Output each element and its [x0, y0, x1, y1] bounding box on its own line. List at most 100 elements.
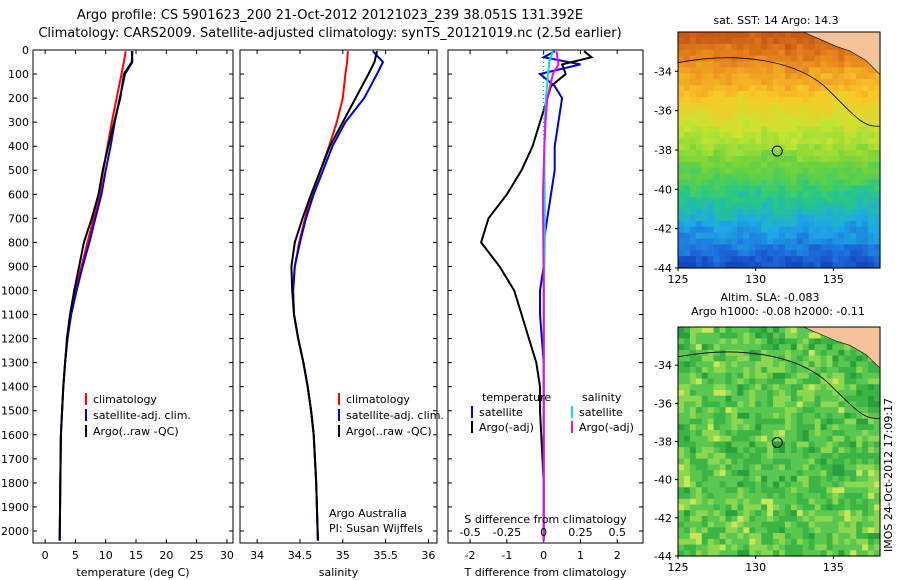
map-cell — [773, 43, 780, 51]
map-cell — [784, 79, 792, 86]
map-cell — [731, 91, 739, 98]
map-cell — [773, 96, 780, 104]
map-cell — [779, 126, 786, 133]
map-cell — [808, 132, 816, 139]
map-cell — [678, 338, 685, 345]
map-cell — [755, 67, 762, 74]
map-cell — [713, 209, 721, 216]
map-cell — [784, 338, 792, 345]
map-cell — [737, 458, 744, 465]
map-cell — [737, 544, 744, 551]
map-cell — [856, 144, 863, 151]
map-cell — [784, 209, 792, 216]
map-cell — [862, 244, 869, 251]
map-cell — [755, 197, 762, 204]
map-cell — [874, 498, 881, 506]
map-cell — [695, 441, 703, 448]
map-cell — [695, 32, 703, 39]
map-cell — [749, 384, 756, 391]
map-cell — [790, 79, 798, 86]
x-tick-label: 2 — [614, 549, 621, 562]
map-cell — [689, 102, 697, 110]
map-cell — [779, 332, 786, 340]
map-cell — [790, 332, 798, 340]
map-cell — [695, 332, 703, 340]
map-cell — [713, 487, 721, 494]
map-cell — [737, 470, 744, 477]
map-cell — [749, 412, 756, 420]
map-cell — [707, 327, 715, 334]
x-tick-label: 15 — [129, 549, 143, 562]
map-cell — [856, 487, 863, 494]
map-cell — [808, 475, 816, 483]
map-cell — [737, 327, 744, 334]
map-cell — [737, 226, 744, 234]
x-tick-label: 25 — [190, 549, 204, 562]
map-cell — [773, 533, 780, 540]
map-cell — [713, 85, 721, 92]
map-cell — [701, 214, 709, 222]
map-cell — [790, 244, 798, 251]
map-cell — [695, 179, 703, 186]
map-cell — [713, 150, 721, 157]
map-cell — [719, 498, 727, 506]
map-cell — [838, 179, 845, 186]
map-cell — [713, 338, 721, 345]
map-cell — [749, 61, 756, 68]
map-cell — [874, 367, 881, 374]
y-tick-label: 900 — [8, 260, 29, 273]
map-cell — [796, 85, 804, 92]
map-cell — [731, 79, 739, 86]
map-cell — [731, 203, 739, 210]
map-cell — [743, 515, 750, 523]
map-cell — [814, 179, 822, 186]
map-cell — [844, 61, 851, 68]
map-cell — [814, 262, 822, 269]
map-cell — [820, 102, 828, 110]
map-cell — [761, 424, 768, 431]
map-cell — [784, 355, 792, 362]
map-cell — [749, 49, 756, 57]
map-cell — [719, 79, 727, 86]
map-cell — [719, 510, 727, 517]
map-cell — [790, 179, 798, 186]
map-cell — [701, 262, 709, 269]
map-cell — [820, 138, 828, 145]
map-cell — [743, 250, 750, 257]
map-cell — [820, 361, 828, 368]
map-cell — [719, 544, 727, 551]
map-cell — [707, 49, 715, 57]
map-cell — [856, 108, 863, 116]
map-cell — [725, 191, 733, 198]
map-cell — [749, 475, 756, 483]
map-cell — [749, 418, 756, 425]
map-cell — [814, 510, 822, 517]
map-cell — [773, 430, 780, 437]
map-cell — [826, 361, 834, 368]
map-cell — [761, 412, 768, 420]
map-cell — [814, 126, 822, 133]
map-cell — [862, 424, 869, 431]
map-cell — [868, 361, 875, 368]
map-cell — [701, 470, 709, 477]
map-cell — [713, 355, 721, 362]
map-cell — [767, 161, 774, 169]
map-cell — [802, 487, 810, 494]
map-cell — [737, 430, 744, 437]
map-cell — [844, 108, 851, 116]
map-cell — [802, 250, 810, 257]
map-cell — [773, 37, 780, 45]
map-cell — [832, 447, 840, 454]
map-cell — [820, 79, 828, 86]
map-cell — [701, 418, 709, 425]
map-cell — [689, 332, 697, 340]
map-cell — [737, 250, 744, 257]
map-cell — [874, 191, 881, 198]
map-cell — [719, 412, 727, 420]
map-cell — [838, 504, 845, 511]
map-cell — [773, 167, 780, 175]
map-cell — [755, 114, 762, 122]
map-cell — [731, 367, 739, 374]
argo-position-marker — [771, 145, 783, 157]
map-cell — [761, 447, 768, 454]
